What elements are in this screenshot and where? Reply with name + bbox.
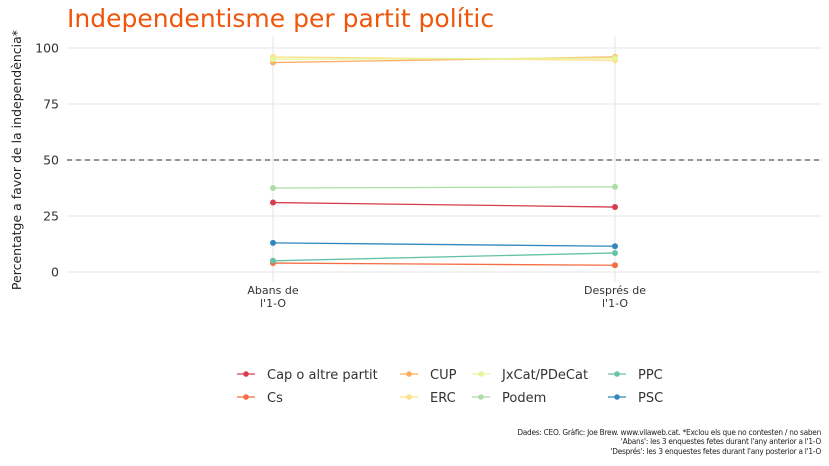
caption-line-1: Dades: CEO. Gràfic: Joe Brew. www.vilawe…: [517, 427, 821, 437]
series-line-ppc: [272, 252, 616, 262]
legend-item-jxcat-pdecat: JxCat/PDeCat: [472, 368, 588, 383]
legend-item-ppc: PPC: [608, 368, 663, 383]
y-tick-label-100: 100: [35, 41, 59, 56]
legend-label-cap-o-altre-partit: Cap o altre partit: [267, 368, 378, 383]
x-tick-label-0: Abans de l'1-O: [247, 284, 298, 310]
series-psc: [270, 239, 618, 250]
legend-marker-cs: [243, 394, 249, 400]
y-tick-label-75: 75: [43, 97, 59, 112]
legend-item-erc: ERC: [400, 391, 456, 406]
y-axis-ticks: 0 25 50 75 100: [35, 41, 59, 280]
series-line-jxcat-pdecat: [272, 57, 616, 60]
legend-label-podem: Podem: [502, 391, 546, 406]
y-tick-label-0: 0: [51, 265, 59, 280]
legend-item-cs: Cs: [237, 391, 283, 406]
legend-label-erc: ERC: [430, 391, 456, 406]
x-axis-ticks: Abans de l'1-O Després de l'1-O: [247, 284, 646, 310]
legend-label-cup: CUP: [430, 368, 457, 383]
chart-title: Independentisme per partit polític: [67, 4, 495, 33]
legend-label-jxcat-pdecat: JxCat/PDeCat: [501, 368, 588, 383]
point-jxcat-pdecat-1: [612, 55, 618, 62]
caption: Dades: CEO. Gràfic: Joe Brew. www.vilawe…: [517, 427, 822, 456]
legend-item-cap-o-altre-partit: Cap o altre partit: [237, 368, 378, 383]
series-podem: [270, 183, 618, 191]
series-line-cs: [272, 262, 616, 266]
legend-label-cs: Cs: [267, 391, 283, 406]
y-tick-label-25: 25: [43, 209, 59, 224]
legend: Cap o altre partit Cs CUP ERC JxCat/PDeCat Po…: [237, 368, 663, 406]
series-line-podem: [272, 186, 616, 189]
series-cs: [270, 260, 618, 269]
series-cap-o-altre-partit: [270, 199, 618, 211]
caption-line-2: 'Abans': les 3 enquestes fetes durant l'…: [620, 436, 821, 447]
point-psc-1: [612, 243, 618, 250]
legend-item-psc: PSC: [608, 391, 663, 406]
point-podem-0: [270, 185, 276, 191]
caption-line-3: 'Després': les 3 enquestes fetes durant …: [610, 445, 822, 456]
point-jxcat-pdecat-0: [270, 56, 276, 63]
legend-item-cup: CUP: [400, 368, 457, 383]
legend-marker-podem: [478, 394, 484, 400]
legend-marker-cap-o-altre-partit: [243, 371, 249, 377]
point-cap-o-altre-partit-1: [612, 204, 618, 211]
series-ppc: [270, 249, 618, 264]
series-line-psc: [272, 242, 616, 247]
point-psc-0: [270, 239, 276, 246]
point-ppc-0: [270, 257, 276, 264]
y-axis-label: Percentatge a favor de la independència*: [9, 30, 24, 290]
legend-label-ppc: PPC: [638, 368, 663, 383]
series-line-cap-o-altre-partit: [272, 201, 616, 208]
x-tick-label-1: Després de l'1-O: [584, 284, 646, 310]
point-podem-1: [612, 183, 618, 190]
series-group: [270, 53, 618, 269]
legend-marker-cup: [406, 371, 412, 377]
legend-marker-ppc: [614, 371, 620, 377]
legend-label-psc: PSC: [638, 391, 663, 406]
legend-marker-erc: [406, 394, 412, 400]
legend-item-podem: Podem: [472, 391, 546, 406]
legend-marker-psc: [614, 394, 620, 400]
point-ppc-1: [612, 249, 618, 256]
legend-marker-jxcat-pdecat: [478, 371, 484, 377]
series-jxcat-pdecat: [270, 55, 618, 63]
y-tick-label-50: 50: [43, 153, 59, 168]
grid-lines: [67, 36, 822, 282]
point-cs-1: [612, 262, 618, 269]
point-cap-o-altre-partit-0: [270, 199, 276, 206]
